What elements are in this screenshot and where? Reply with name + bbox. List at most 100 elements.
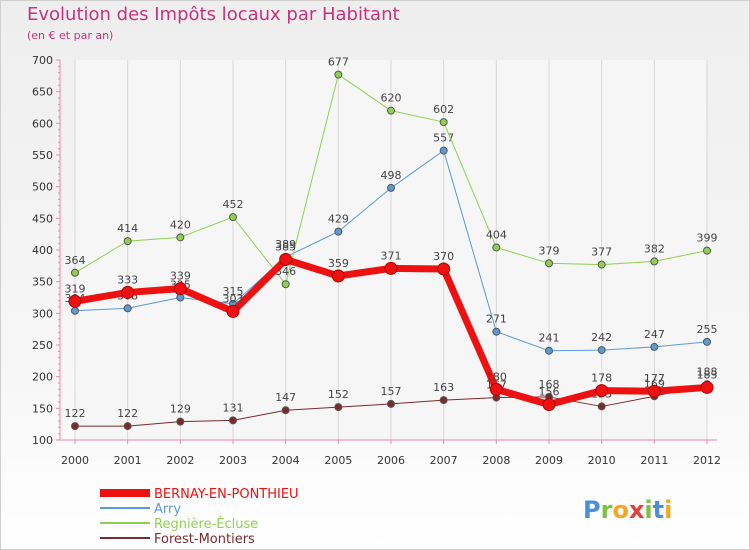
data-point (281, 280, 290, 289)
x-tick-label: 2003 (219, 454, 247, 467)
data-label: 377 (591, 246, 612, 259)
data-label: 163 (433, 381, 454, 394)
data-point (176, 233, 185, 242)
data-label: 385 (275, 241, 296, 254)
data-point (439, 146, 448, 155)
x-tick-label: 2006 (377, 454, 405, 467)
y-tick-label: 500 (32, 181, 53, 194)
data-point (545, 259, 553, 268)
data-label: 404 (486, 228, 507, 241)
data-label: 157 (381, 385, 402, 398)
data-label: 319 (65, 282, 86, 295)
data-label: 339 (170, 270, 191, 283)
data-point (545, 346, 553, 355)
data-label: 131 (223, 401, 244, 414)
data-label: 255 (697, 323, 718, 336)
data-point (384, 261, 398, 275)
y-tick-label: 200 (32, 371, 53, 384)
legend-item-label: BERNAY-EN-PONTHIEU (154, 487, 299, 502)
data-point (334, 227, 343, 236)
data-point (650, 257, 659, 266)
data-point (281, 406, 290, 415)
x-tick-label: 2004 (272, 454, 300, 467)
data-label: 315 (223, 285, 244, 298)
data-point (331, 269, 345, 283)
data-label: 602 (433, 103, 454, 116)
data-label: 271 (486, 313, 507, 326)
data-label: 452 (223, 198, 244, 211)
y-tick-label: 100 (32, 434, 53, 447)
data-point (176, 417, 185, 426)
y-tick-label: 550 (32, 149, 53, 162)
data-point (279, 253, 293, 266)
y-tick-label: 250 (32, 339, 53, 352)
data-point (173, 282, 187, 296)
y-tick-label: 150 (32, 402, 53, 415)
data-label: 188 (697, 365, 718, 378)
y-tick-label: 450 (32, 212, 53, 225)
data-label: 152 (328, 388, 349, 401)
data-point (597, 260, 606, 269)
x-tick-label: 2007 (430, 454, 458, 467)
data-label: 414 (117, 222, 138, 235)
logo-letter: i (644, 496, 652, 524)
data-label: 147 (275, 391, 296, 404)
x-tick-label: 2011 (640, 454, 668, 467)
data-point (492, 327, 501, 336)
data-label: 382 (644, 242, 665, 255)
y-tick-label: 400 (32, 244, 53, 257)
data-point (489, 382, 503, 396)
x-tick-label: 2005 (324, 454, 352, 467)
data-point (439, 118, 448, 127)
x-tick-label: 2001 (114, 454, 142, 467)
data-point (387, 183, 395, 192)
x-tick-label: 2009 (535, 454, 563, 467)
data-label: 242 (591, 331, 612, 344)
data-label: 359 (328, 257, 349, 270)
data-point (229, 416, 237, 425)
data-point (387, 106, 395, 115)
data-label: 620 (381, 92, 402, 105)
proxiti-logo: Proxiti (583, 496, 672, 524)
logo-letter: P (583, 496, 601, 524)
data-label: 370 (433, 250, 454, 263)
data-point (123, 304, 132, 313)
data-label: 241 (539, 332, 560, 345)
chart-title: Evolution des Impôts locaux par Habitant (27, 4, 400, 25)
data-label: 420 (170, 218, 191, 231)
data-point (703, 337, 711, 346)
data-label: 180 (486, 370, 507, 383)
logo-letter: i (664, 496, 672, 524)
data-label: 183 (697, 368, 718, 381)
x-tick-label: 2012 (693, 454, 721, 467)
data-point (597, 346, 606, 355)
logo-letter: o (612, 496, 629, 524)
x-tick-label: 2008 (482, 454, 510, 467)
data-point (68, 294, 82, 308)
data-label: 333 (117, 273, 138, 286)
y-tick-label: 650 (32, 86, 53, 99)
y-tick-label: 300 (32, 307, 53, 320)
data-point (437, 262, 451, 276)
data-point (492, 243, 501, 252)
series-bernay-en-ponthieu: 319 333 339 303 385 359 371 370 180 156 178 177 183 (65, 241, 718, 412)
data-label: 429 (328, 213, 349, 226)
data-point (71, 422, 79, 431)
data-point (71, 306, 79, 315)
data-label: 247 (644, 328, 665, 341)
data-label: 498 (381, 169, 402, 182)
data-label: 371 (381, 249, 402, 262)
logo-letter: x (629, 496, 645, 524)
chart-subtitle: (en € et par an) (27, 29, 114, 42)
legend-item-label: Regnière-Écluse (154, 516, 258, 532)
data-label: 364 (65, 254, 86, 267)
data-point (229, 213, 237, 222)
y-tick-label: 350 (32, 276, 53, 289)
data-point (121, 285, 135, 299)
x-tick-label: 2010 (588, 454, 616, 467)
data-point (595, 384, 609, 398)
logo-letter: r (601, 496, 613, 524)
data-label: 303 (223, 292, 244, 305)
